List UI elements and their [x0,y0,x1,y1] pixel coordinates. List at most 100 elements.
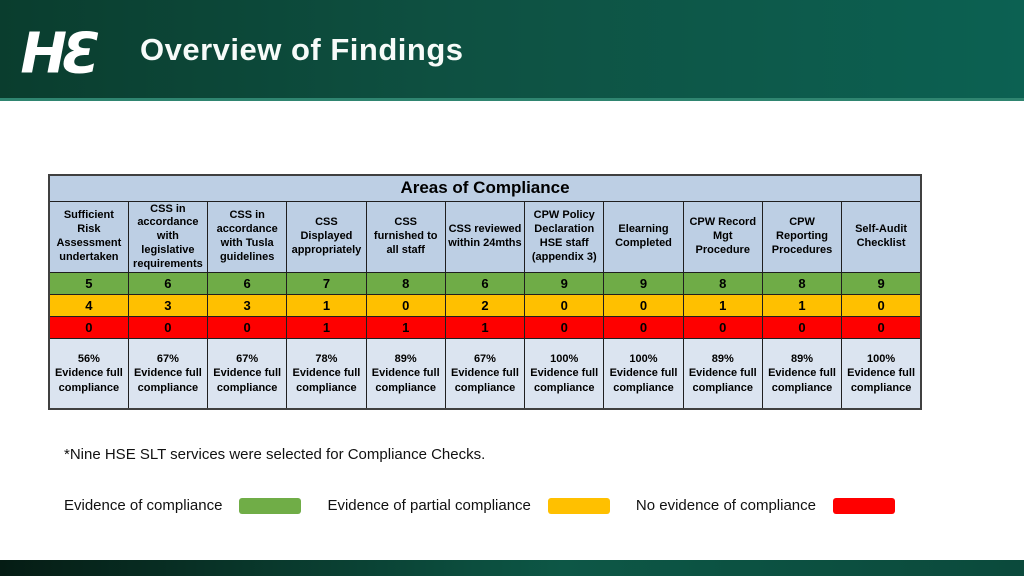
partial-count-col9: 1 [682,294,763,318]
summary-label: Evidence full compliance [688,367,757,394]
summary-percentage: 89% [711,353,734,366]
none-count-col7: 0 [524,316,605,340]
compliance-count-col5: 8 [365,272,446,296]
summary-label: Evidence full compliance [292,367,361,394]
column-header-8: Elearning Completed [603,200,684,274]
column-header-5: CSS furnished to all staff [365,200,446,274]
partial-count-col5: 0 [365,294,446,318]
none-count-col5: 1 [365,316,446,340]
summary-cell-col11: 100% Evidence full compliance [841,338,922,410]
summary-cell-col1: 56% Evidence full compliance [48,338,129,410]
summary-percentage: 100% [867,353,896,366]
column-header-9: CPW Record Mgt Procedure [682,200,763,274]
none-count-col10: 0 [761,316,843,340]
none-count-col8: 0 [603,316,684,340]
none-count-col4: 1 [286,316,367,340]
bottom-band [0,560,1024,576]
summary-cell-col3: 67% Evidence full compliance [207,338,288,410]
column-header-6: CSS reviewed within 24mths [444,200,526,274]
column-header-1: Sufficient Risk Assessment undertaken [48,200,129,274]
summary-cell-col5: 89% Evidence full compliance [365,338,446,410]
column-header-4: CSS Displayed appropriately [286,200,367,274]
compliance-count-col6: 6 [444,272,526,296]
table-header-row: Sufficient Risk Assessment undertaken CSS… [48,200,922,274]
none-count-col3: 0 [207,316,288,340]
partial-count-col3: 3 [207,294,288,318]
legend-swatch-icon [833,497,895,514]
legend-item-1: Evidence of compliance [64,497,302,514]
compliance-table-container: Areas of Compliance Sufficient Risk Asse… [48,174,922,410]
compliance-count-col7: 9 [524,272,605,296]
compliance-count-col9: 8 [682,272,763,296]
summary-label: Evidence full compliance [847,367,915,394]
summary-label: Evidence full compliance [54,367,123,394]
none-count-col2: 0 [127,316,209,340]
none-count-col6: 1 [444,316,526,340]
summary-percentage-row: 56% Evidence full compliance 67% Evidence f… [48,338,922,410]
summary-label: Evidence full compliance [371,367,440,394]
compliance-count-col8: 9 [603,272,684,296]
summary-percentage: 56% [77,353,100,366]
legend-label: No evidence of compliance [635,497,816,514]
legend-label: Evidence of compliance [64,497,223,514]
summary-cell-col8: 100% Evidence full compliance [603,338,684,410]
partial-count-col11: 0 [841,294,922,318]
legend: Evidence of compliance Evidence of partia… [64,497,921,514]
table-title: Areas of Compliance [48,174,922,202]
compliance-count-col11: 9 [841,272,922,296]
summary-percentage: 67% [473,353,496,366]
summary-percentage: 89% [394,353,417,366]
legend-label: Evidence of partial compliance [327,497,531,514]
summary-percentage: 89% [791,353,814,366]
partial-count-col1: 4 [48,294,129,318]
column-header-11: Self-Audit Checklist [841,200,922,274]
partial-count-col2: 3 [127,294,209,318]
legend-item-3: No evidence of compliance [636,497,895,514]
summary-label: Evidence full compliance [213,367,282,394]
summary-label: Evidence full compliance [768,367,836,394]
summary-cell-col2: 67% Evidence full compliance [127,338,209,410]
compliance-table: Areas of Compliance Sufficient Risk Asse… [48,174,922,410]
header-band: HƐ Overview of Findings [0,0,1024,101]
summary-cell-col4: 78% Evidence full compliance [286,338,367,410]
partial-count-col10: 1 [761,294,843,318]
column-header-2: CSS in accordance with legislative requi… [127,200,209,274]
table-title-row: Areas of Compliance [48,174,922,202]
column-header-3: CSS in accordance with Tusla guidelines [207,200,288,274]
partial-count-col8: 0 [603,294,684,318]
compliance-count-col3: 6 [207,272,288,296]
summary-cell-col6: 67% Evidence full compliance [444,338,526,410]
column-header-10: CPW Reporting Procedures [761,200,843,274]
summary-percentage: 78% [315,353,338,366]
summary-label: Evidence full compliance [609,367,678,394]
none-count-col1: 0 [48,316,129,340]
summary-cell-col10: 89% Evidence full compliance [761,338,843,410]
partial-count-col7: 0 [524,294,605,318]
compliance-count-col1: 5 [48,272,129,296]
compliance-count-col2: 6 [127,272,209,296]
compliance-count-col4: 7 [286,272,367,296]
compliance-count-col10: 8 [761,272,843,296]
summary-cell-col9: 89% Evidence full compliance [682,338,763,410]
none-count-col11: 0 [841,316,922,340]
page-title: Overview of Findings [140,32,464,67]
summary-percentage: 100% [550,353,579,366]
summary-percentage: 67% [156,353,179,366]
partial-count-col4: 1 [286,294,367,318]
summary-label: Evidence full compliance [451,367,519,394]
summary-label: Evidence full compliance [133,367,202,394]
summary-percentage: 67% [236,353,259,366]
legend-item-2: Evidence of partial compliance [327,497,610,514]
legend-swatch-icon [239,497,302,514]
column-header-7: CPW Policy Declaration HSE staff (append… [524,200,605,274]
legend-swatch-icon [547,497,610,514]
none-count-col9: 0 [682,316,763,340]
summary-label: Evidence full compliance [530,367,599,394]
summary-percentage: 100% [629,353,658,366]
svg-text:HƐ: HƐ [20,22,98,87]
partial-count-col6: 2 [444,294,526,318]
footnote: *Nine HSE SLT services were selected for… [64,446,486,463]
hse-logo-icon: HƐ [20,22,104,87]
